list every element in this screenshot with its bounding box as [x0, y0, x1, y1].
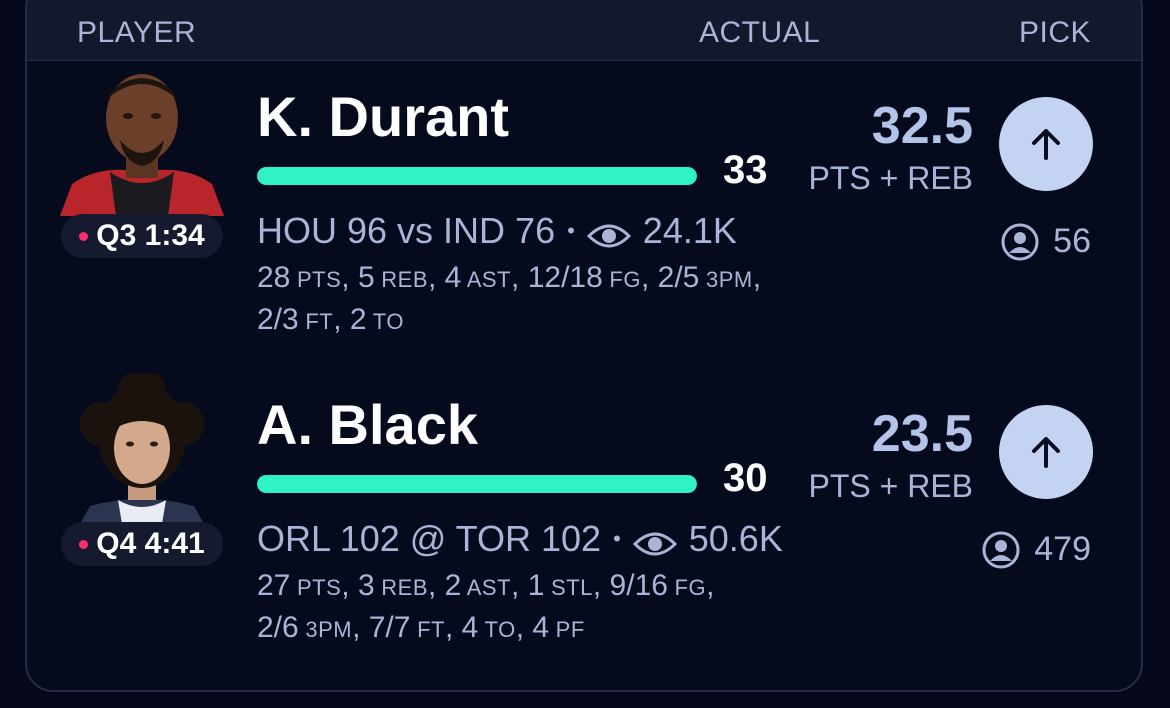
stat-abbrev: 3PM — [298, 617, 353, 642]
arrow-up-icon — [1032, 437, 1060, 468]
stat-abbrev: TO — [478, 617, 516, 642]
view-count: 24.1K — [642, 210, 737, 251]
stat-line: 28 PTS, 5 REB, 4 AST, 12/18 FG, 2/5 3PM,… — [257, 258, 857, 342]
game-clock: Q4 4:41 — [96, 527, 205, 560]
projection-stat-type: PTS + REB — [808, 160, 974, 196]
stat-value: , 7/7 — [352, 611, 411, 644]
stat-progress-fill — [257, 475, 697, 493]
actual-value: 30 — [723, 456, 768, 500]
picker-count: 56 — [1001, 222, 1091, 261]
picker-count-value: 56 — [1053, 222, 1091, 260]
player-row[interactable]: Q3 1:34 K. Durant 33 HOU 96 vs IND 76 • … — [27, 62, 1141, 370]
live-indicator-icon — [79, 231, 89, 241]
stat-abbrev: STL — [544, 575, 593, 600]
game-clock-badge: Q4 4:41 — [61, 522, 223, 566]
stat-line-1: 27 PTS, 3 REB, 2 AST, 1 STL, 9/16 FG, — [257, 566, 857, 608]
stat-abbrev: PF — [549, 617, 585, 642]
stat-value: , 2 — [333, 303, 367, 336]
eye-icon — [632, 525, 677, 556]
separator-dot: • — [567, 218, 575, 243]
user-icon — [1001, 223, 1039, 261]
player-name[interactable]: K. Durant — [257, 85, 509, 148]
table-header: PLAYER ACTUAL PICK — [27, 0, 1141, 61]
player-headshot — [50, 374, 234, 524]
stat-value: , 2/5 — [640, 261, 700, 294]
stat-value: , — [752, 261, 762, 294]
picker-count: 479 — [982, 530, 1091, 569]
arrow-up-icon — [1032, 129, 1060, 160]
game-matchup: ORL 102 @ TOR 102 • 50.6K — [257, 518, 783, 560]
stat-line-2: 2/3 FT, 2 TO — [257, 300, 857, 342]
projection-line: 23.5 — [871, 405, 973, 463]
matchup-score: HOU 96 vs IND 76 — [257, 210, 556, 251]
stat-progress-fill — [257, 167, 697, 185]
player-name[interactable]: A. Black — [257, 393, 478, 456]
stat-value: 28 — [257, 261, 291, 294]
view-count: 50.6K — [688, 518, 783, 559]
eye-icon — [586, 217, 631, 248]
stat-value: , 1 — [511, 569, 545, 602]
player-headshot — [50, 66, 234, 216]
picks-card: PLAYER ACTUAL PICK — [25, 0, 1143, 692]
stat-abbrev: AST — [461, 267, 512, 292]
picker-count-value: 479 — [1034, 530, 1091, 568]
stat-abbrev: FG — [602, 267, 641, 292]
stat-abbrev: FT — [298, 309, 334, 334]
stat-abbrev: REB — [374, 267, 428, 292]
game-matchup: HOU 96 vs IND 76 • 24.1K — [257, 210, 737, 252]
stat-abbrev: PTS — [290, 267, 342, 292]
stat-value: , 2 — [428, 569, 462, 602]
stat-value: , 4 — [444, 611, 479, 644]
stat-value: , — [706, 569, 715, 602]
player-row[interactable]: Q4 4:41 A. Black 30 ORL 102 @ TOR 102 • … — [27, 370, 1141, 678]
matchup-score: ORL 102 @ TOR 102 — [257, 518, 602, 559]
stat-progress-bar — [257, 167, 697, 185]
stat-value: , 4 — [515, 611, 550, 644]
stat-abbrev: TO — [366, 309, 404, 334]
stat-abbrev: FT — [410, 617, 445, 642]
stat-value: 2/3 — [257, 303, 299, 336]
stat-abbrev: 3PM — [699, 267, 753, 292]
stat-value: , 3 — [341, 569, 375, 602]
stat-value: , 12/18 — [511, 261, 603, 294]
game-clock-badge: Q3 1:34 — [61, 214, 223, 258]
stat-value: , 9/16 — [592, 569, 668, 602]
column-header-player: PLAYER — [77, 16, 197, 49]
stat-abbrev: PTS — [290, 575, 342, 600]
stat-progress-bar — [257, 475, 697, 493]
stat-abbrev: AST — [461, 575, 512, 600]
game-clock: Q3 1:34 — [96, 219, 205, 252]
column-header-pick: PICK — [1018, 16, 1091, 49]
stat-abbrev: REB — [374, 575, 428, 600]
stat-line-1: 28 PTS, 5 REB, 4 AST, 12/18 FG, 2/5 3PM, — [257, 258, 857, 300]
actual-value: 33 — [723, 148, 768, 192]
projection-stat-type: PTS + REB — [808, 468, 974, 504]
pick-over-button[interactable] — [999, 405, 1093, 499]
stat-line-2: 2/6 3PM, 7/7 FT, 4 TO, 4 PF — [257, 608, 857, 650]
stat-abbrev: FG — [667, 575, 707, 600]
stat-line: 27 PTS, 3 REB, 2 AST, 1 STL, 9/16 FG, 2/… — [257, 566, 857, 650]
stat-value: , 4 — [428, 261, 462, 294]
stat-value: 2/6 — [257, 611, 299, 644]
live-indicator-icon — [79, 539, 89, 549]
stat-value: , 5 — [341, 261, 375, 294]
column-header-actual: ACTUAL — [699, 16, 821, 49]
user-icon — [982, 531, 1020, 569]
separator-dot: • — [613, 526, 621, 551]
stat-value: 27 — [257, 569, 291, 602]
pick-over-button[interactable] — [999, 97, 1093, 191]
projection-line: 32.5 — [871, 97, 973, 155]
